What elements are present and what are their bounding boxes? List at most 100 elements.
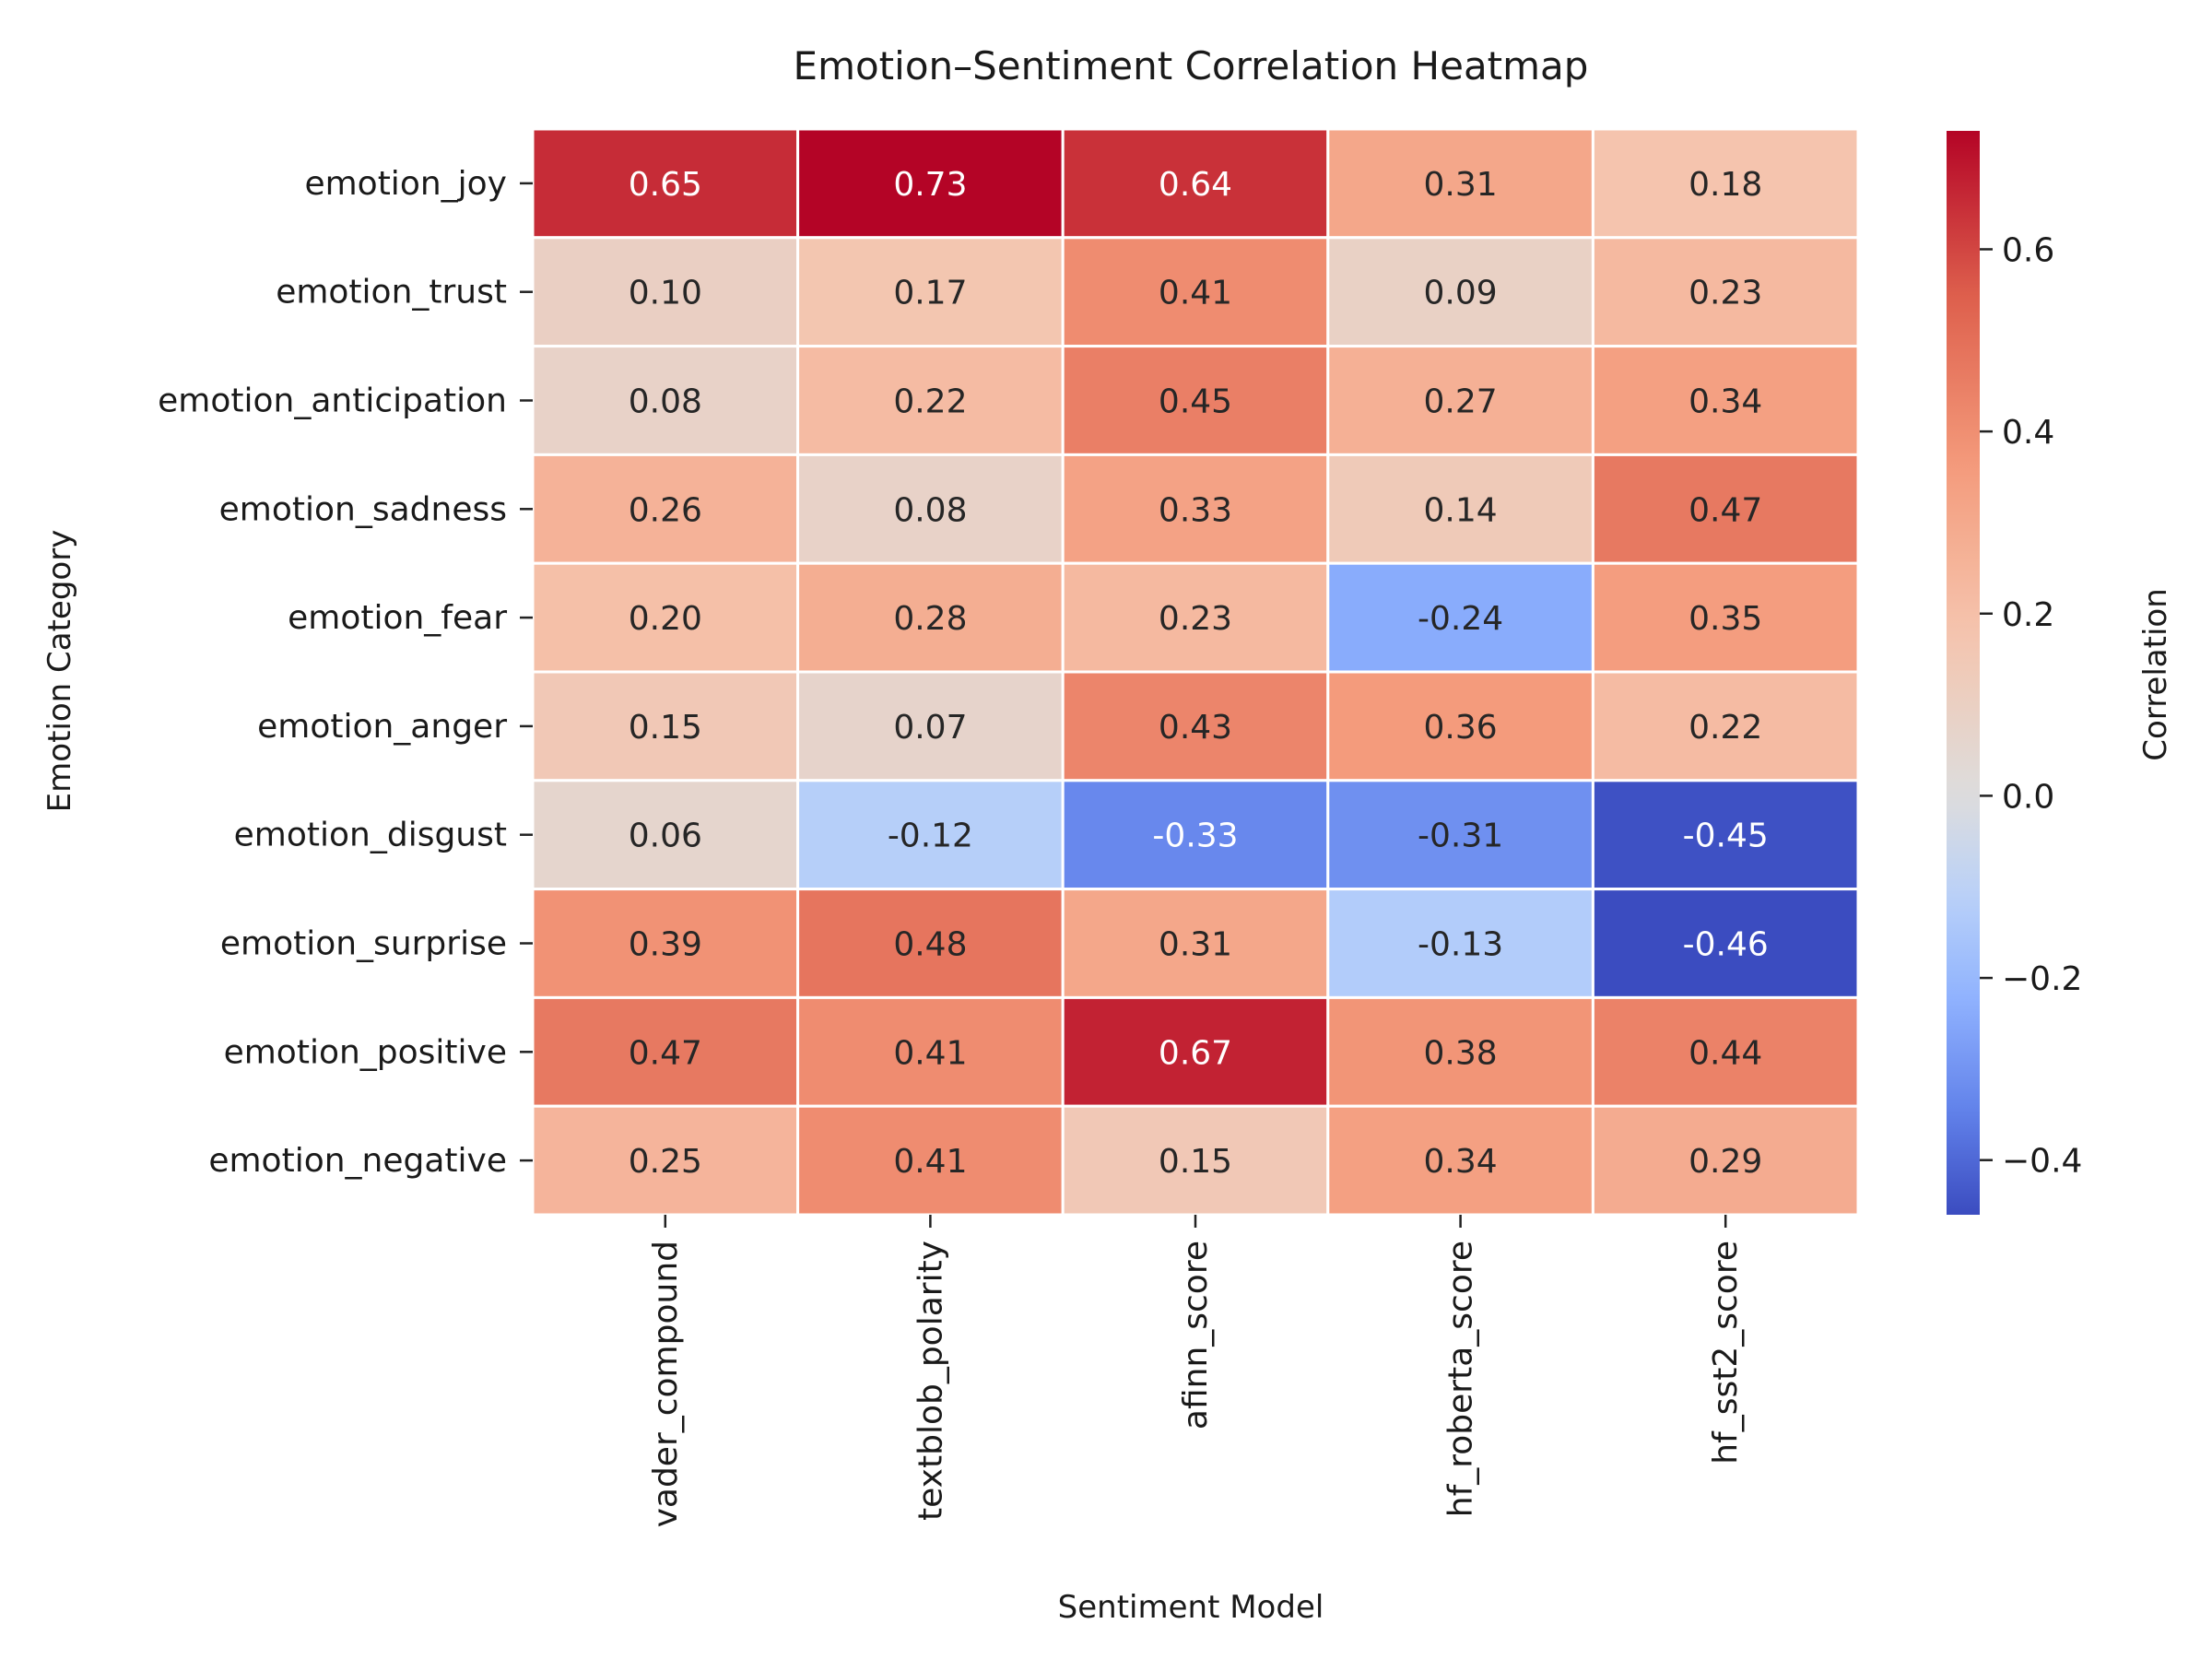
cell-emotion-joy-afinn-score (1061, 127, 1330, 240)
colorbar-gradient (1947, 131, 1980, 1215)
colorbar-tick-label: 0.2 (2002, 596, 2054, 634)
cell-value-label: 0.36 (1424, 709, 1498, 747)
cell-value-label: 0.17 (893, 275, 967, 312)
heatmap-cells: 0.65 0.73 0.64 0.31 0.18 0.10 0.17 0.41 0.09 0.23… (531, 127, 1860, 1217)
cell-value-label: 0.38 (1424, 1034, 1498, 1072)
y-tick-label-emotion-sadness: emotion_sadness (219, 490, 507, 528)
colorbar-tick-label: 0.6 (2002, 231, 2054, 269)
cell-value-label: 0.27 (1424, 383, 1498, 421)
y-tick-label-emotion-positive: emotion_positive (224, 1033, 507, 1071)
cell-value-label: 0.39 (629, 926, 702, 964)
y-tick-labels: emotion_joy emotion_trust emotion_anticipa… (158, 165, 533, 1180)
cell-emotion-negative-hf-roberta-score (1326, 1104, 1594, 1217)
cell-value-label: 0.48 (893, 926, 967, 964)
cell-emotion-anticipation-textblob-polarity (796, 345, 1065, 456)
cell-value-label: 0.34 (1424, 1143, 1498, 1181)
cell-value-label: 0.25 (629, 1143, 702, 1181)
cell-emotion-fear-vader-compound (531, 561, 800, 674)
cell-value-label: 0.44 (1688, 1034, 1762, 1072)
cell-emotion-sadness-textblob-polarity (796, 453, 1065, 565)
cell-emotion-anger-hf-roberta-score (1326, 670, 1594, 782)
cell-value-label: 0.07 (893, 709, 967, 747)
cell-value-label: -0.12 (888, 818, 973, 855)
y-tick-label-emotion-joy: emotion_joy (304, 165, 507, 203)
y-tick-label-emotion-trust: emotion_trust (276, 274, 507, 312)
cell-value-label: 0.65 (629, 166, 702, 204)
cell-value-label: 0.45 (1159, 383, 1232, 421)
cell-value-label: 0.15 (1159, 1143, 1232, 1181)
cell-emotion-sadness-hf-roberta-score (1326, 453, 1594, 565)
cell-value-label: 0.10 (629, 275, 702, 312)
cell-value-label: 0.23 (1688, 275, 1762, 312)
x-tick-label-afinn-score: afinn_score (1177, 1241, 1215, 1430)
cell-emotion-surprise-hf-roberta-score (1326, 888, 1594, 999)
cell-emotion-anticipation-hf-roberta-score (1326, 345, 1594, 456)
y-tick-label-emotion-negative: emotion_negative (208, 1142, 507, 1180)
cell-value-label: 0.26 (629, 491, 702, 529)
cell-value-label: 0.09 (1424, 275, 1498, 312)
colorbar-tick-label: −0.4 (2002, 1143, 2082, 1181)
cell-value-label: 0.28 (893, 600, 967, 638)
cell-value-label: 0.35 (1688, 600, 1762, 638)
cell-emotion-positive-afinn-score (1061, 995, 1330, 1108)
cell-emotion-sadness-afinn-score (1061, 453, 1330, 565)
y-tick-label-emotion-disgust: emotion_disgust (234, 817, 507, 854)
cell-value-label: 0.67 (1159, 1034, 1232, 1072)
cell-value-label: 0.20 (629, 600, 702, 638)
colorbar-tick-label: 0.0 (2002, 778, 2054, 816)
cell-value-label: 0.41 (1159, 275, 1232, 312)
cell-emotion-trust-afinn-score (1061, 236, 1330, 348)
x-tick-label-hf-sst2-score: hf_sst2_score (1707, 1241, 1745, 1465)
cell-value-label: 0.64 (1159, 166, 1232, 204)
cell-value-label: 0.47 (1688, 491, 1762, 529)
cell-value-label: 0.08 (629, 383, 702, 421)
x-tick-labels: vader_compound textblob_polarity afinn_sco… (647, 1215, 1745, 1527)
cell-emotion-surprise-textblob-polarity (796, 888, 1065, 999)
cell-value-label: 0.18 (1688, 166, 1762, 204)
cell-emotion-fear-hf-sst2-score (1591, 561, 1860, 674)
cell-value-label: 0.34 (1688, 383, 1762, 421)
cell-emotion-positive-textblob-polarity (796, 995, 1065, 1108)
cell-value-label: 0.22 (893, 383, 967, 421)
cell-emotion-sadness-hf-sst2-score (1591, 453, 1860, 565)
cell-value-label: 0.06 (629, 818, 702, 855)
cell-emotion-surprise-vader-compound (531, 888, 800, 999)
y-tick-label-emotion-surprise: emotion_surprise (220, 925, 507, 963)
cell-value-label: 0.31 (1424, 166, 1498, 204)
cell-value-label: 0.29 (1688, 1143, 1762, 1181)
cell-emotion-trust-hf-sst2-score (1591, 236, 1860, 348)
cell-emotion-negative-vader-compound (531, 1104, 800, 1217)
y-tick-label-emotion-anger: emotion_anger (257, 708, 507, 746)
x-tick-label-textblob-polarity: textblob_polarity (912, 1241, 949, 1521)
cell-value-label: -0.24 (1418, 600, 1503, 638)
cell-value-label: 0.23 (1159, 600, 1232, 638)
cell-emotion-negative-hf-sst2-score (1591, 1104, 1860, 1217)
cell-emotion-negative-textblob-polarity (796, 1104, 1065, 1217)
colorbar-tick-label: 0.4 (2002, 414, 2054, 452)
chart-title: Emotion–Sentiment Correlation Heatmap (794, 43, 1589, 88)
cell-value-label: 0.47 (629, 1034, 702, 1072)
cell-emotion-positive-hf-sst2-score (1591, 995, 1860, 1108)
colorbar-label: Correlation (2137, 588, 2174, 760)
cell-value-label: -0.46 (1683, 926, 1769, 964)
x-tick-label-hf-roberta-score: hf_roberta_score (1442, 1241, 1480, 1517)
cell-value-label: -0.13 (1418, 926, 1503, 964)
y-tick-label-emotion-fear: emotion_fear (288, 599, 507, 637)
cell-emotion-anger-afinn-score (1061, 670, 1330, 782)
cell-emotion-joy-vader-compound (531, 127, 800, 240)
cell-value-label: -0.33 (1152, 818, 1238, 855)
cell-emotion-negative-afinn-score (1061, 1104, 1330, 1217)
cell-emotion-anger-textblob-polarity (796, 670, 1065, 782)
cell-value-label: 0.33 (1159, 491, 1232, 529)
cell-value-label: 0.15 (629, 709, 702, 747)
cell-emotion-surprise-hf-sst2-score (1591, 888, 1860, 999)
cell-value-label: 0.22 (1688, 709, 1762, 747)
cell-value-label: 0.73 (893, 166, 967, 204)
cell-emotion-fear-afinn-score (1061, 561, 1330, 674)
cell-value-label: 0.31 (1159, 926, 1232, 964)
cell-value-label: -0.31 (1418, 818, 1503, 855)
cell-value-label: 0.43 (1159, 709, 1232, 747)
cell-emotion-disgust-vader-compound (531, 779, 800, 891)
cell-value-label: 0.14 (1424, 491, 1498, 529)
